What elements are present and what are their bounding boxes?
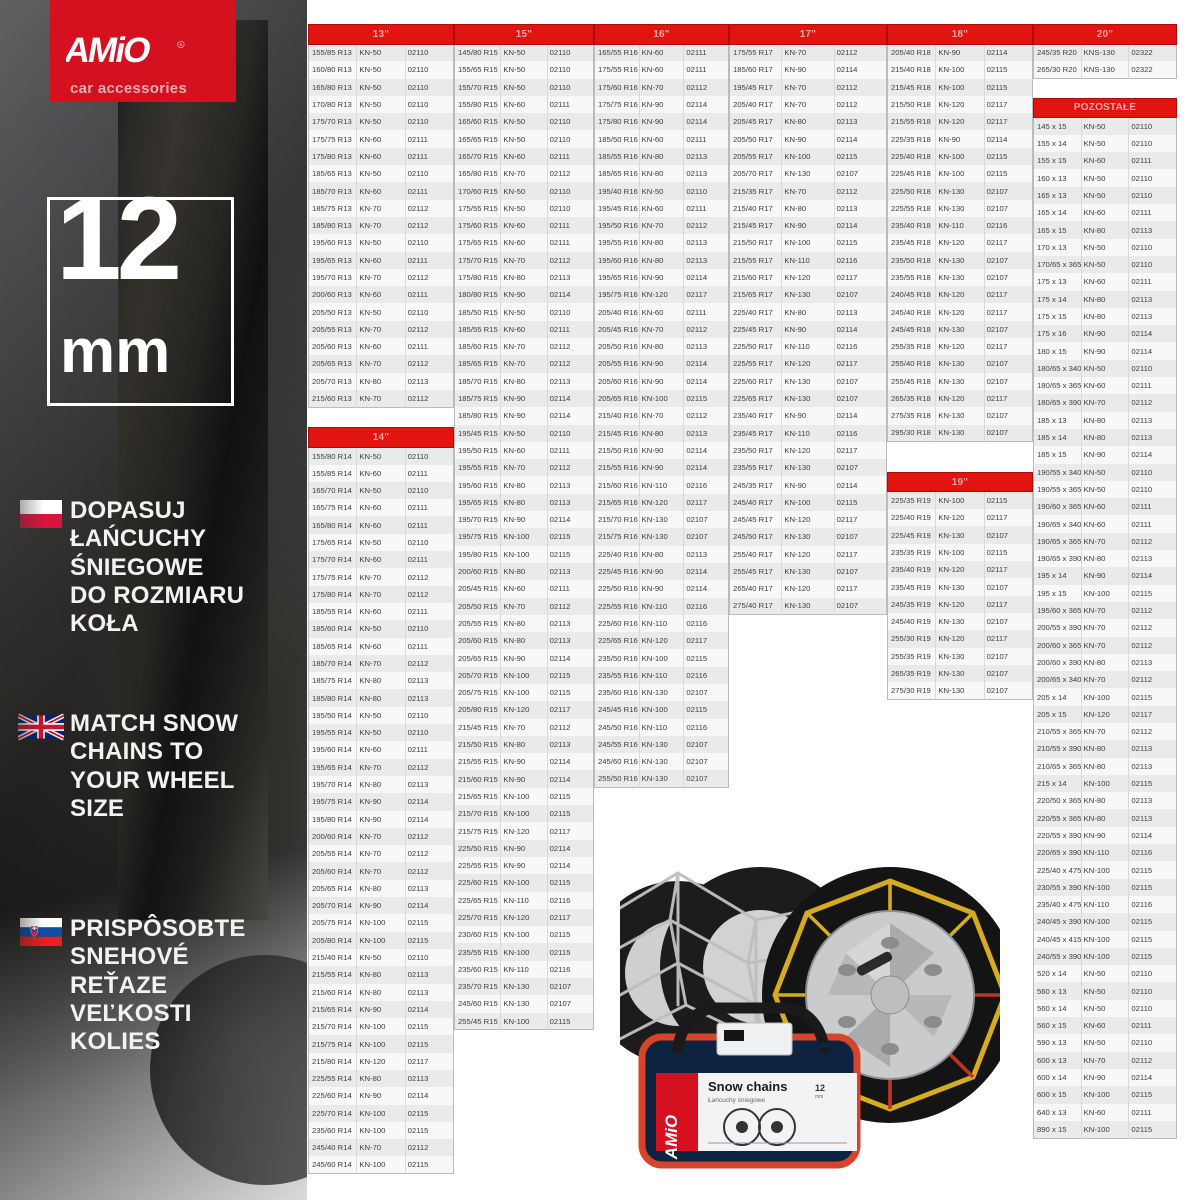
svg-text:AMiO: AMiO <box>66 30 154 68</box>
svg-text:R: R <box>180 42 183 47</box>
